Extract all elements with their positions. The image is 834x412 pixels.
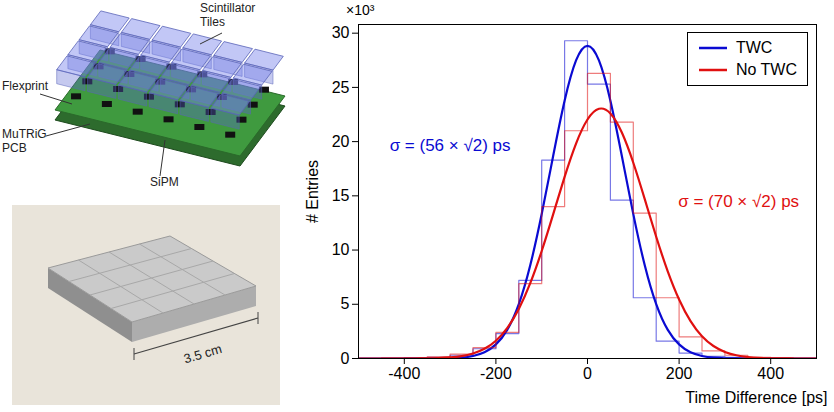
svg-text:SiPM: SiPM xyxy=(150,175,179,189)
svg-text:20: 20 xyxy=(332,133,350,150)
svg-text:200: 200 xyxy=(666,365,693,382)
svg-text:Tiles: Tiles xyxy=(200,15,225,29)
svg-text:400: 400 xyxy=(757,365,784,382)
svg-text:10: 10 xyxy=(332,241,350,258)
svg-text:Time Difference [ps]: Time Difference [ps] xyxy=(685,389,827,406)
svg-text:0: 0 xyxy=(583,365,592,382)
html-text:TWC: TWC xyxy=(736,39,773,56)
html-text:×10³: ×10³ xyxy=(346,2,375,18)
svg-text:-200: -200 xyxy=(480,365,512,382)
svg-text:σ = (56 × √2) ps: σ = (56 × √2) ps xyxy=(390,136,511,155)
html-text:No TWC: No TWC xyxy=(736,61,797,78)
svg-text:30: 30 xyxy=(332,24,350,41)
svg-text:Flexprint: Flexprint xyxy=(2,79,49,93)
svg-text:-400: -400 xyxy=(388,365,420,382)
svg-text:Scintillator: Scintillator xyxy=(200,1,255,15)
svg-text:5: 5 xyxy=(341,295,350,312)
svg-text:25: 25 xyxy=(332,79,350,96)
svg-text:σ = (70 × √2) ps: σ = (70 × √2) ps xyxy=(678,192,799,211)
svg-text:3.5 cm: 3.5 cm xyxy=(182,341,224,366)
svg-text:MuTRiG: MuTRiG xyxy=(2,127,47,141)
svg-text:PCB: PCB xyxy=(2,141,27,155)
svg-text:# Entries: # Entries xyxy=(304,160,321,223)
svg-text:15: 15 xyxy=(332,187,350,204)
svg-text:0: 0 xyxy=(341,350,350,367)
